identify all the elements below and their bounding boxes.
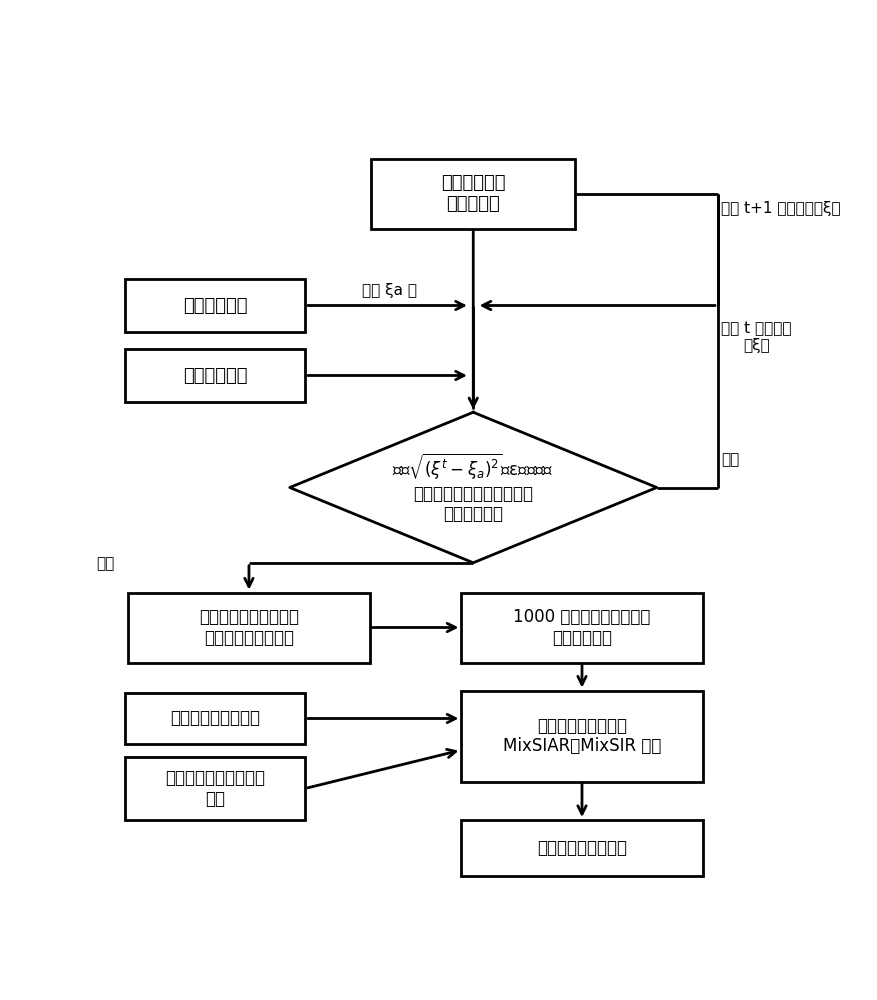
Text: 导入源排放氮气氮同位
素值: 导入源排放氮气氮同位 素值: [165, 769, 265, 808]
Text: 导入铵盐氮同位素值: 导入铵盐氮同位素值: [170, 710, 260, 728]
FancyBboxPatch shape: [461, 690, 702, 782]
Text: 同位素混合模型（如
MixSIAR、MixSIR 等）: 同位素混合模型（如 MixSIAR、MixSIR 等）: [503, 717, 661, 755]
FancyBboxPatch shape: [125, 349, 305, 402]
Text: 计算 ξa 值: 计算 ξa 值: [361, 283, 417, 298]
Text: 计算 t 时间间隔
的ξ值: 计算 t 时间间隔 的ξ值: [722, 321, 792, 353]
Text: 导入转化和沉
降速率数据: 导入转化和沉 降速率数据: [441, 174, 505, 213]
FancyBboxPatch shape: [128, 592, 369, 662]
Polygon shape: [289, 412, 657, 563]
FancyBboxPatch shape: [371, 158, 575, 229]
Text: 大于: 大于: [722, 452, 739, 467]
Text: 小于: 小于: [96, 556, 115, 571]
FancyBboxPatch shape: [125, 693, 305, 744]
Text: 导入浓度数据: 导入浓度数据: [182, 296, 247, 314]
Text: 计算 t+1 时间间隔的ξ值: 计算 t+1 时间间隔的ξ值: [722, 200, 841, 216]
Text: 输出大气铵盐和源排放
氮同位素值之间差值: 输出大气铵盐和源排放 氮同位素值之间差值: [199, 608, 299, 647]
Text: 1000 次运行，对计算差值
进行统计输出: 1000 次运行，对计算差值 进行统计输出: [513, 608, 651, 647]
Text: 比较$\sqrt{(\xi^t - \xi_a)^2}$和ε大小，计
算大气铵盐和源排放氮同位
素值之间差值: 比较$\sqrt{(\xi^t - \xi_a)^2}$和ε大小，计 算大气铵盐…: [392, 452, 554, 523]
FancyBboxPatch shape: [125, 279, 305, 332]
FancyBboxPatch shape: [125, 757, 305, 820]
Text: 铵盐源解析结果输出: 铵盐源解析结果输出: [537, 839, 627, 857]
FancyBboxPatch shape: [461, 820, 702, 876]
FancyBboxPatch shape: [461, 592, 702, 662]
Text: 导入气温数据: 导入气温数据: [182, 366, 247, 384]
